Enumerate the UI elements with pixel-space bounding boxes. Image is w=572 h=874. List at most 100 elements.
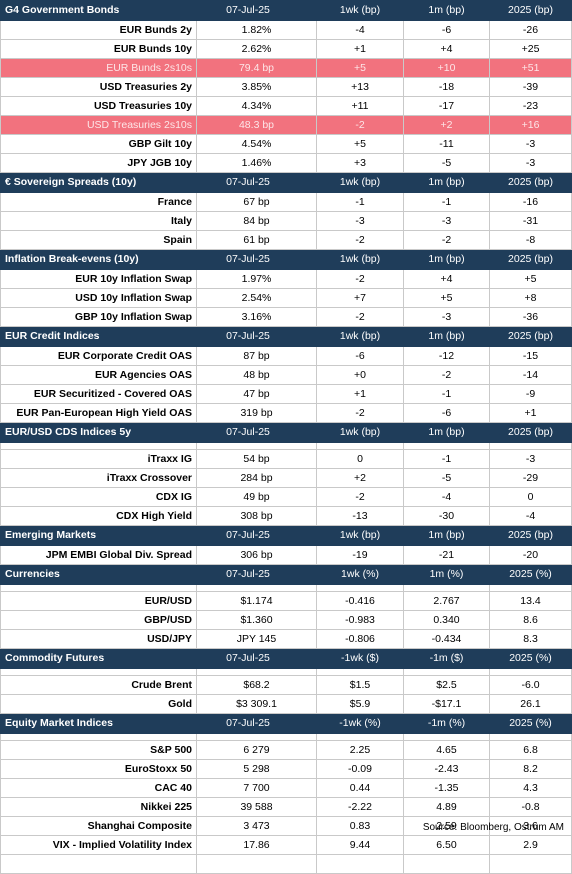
column-header: 2025 (bp) (489, 422, 572, 443)
column-header: 2025 (bp) (489, 326, 572, 347)
row-label: USD/JPY (0, 629, 197, 649)
value-cell: -29 (489, 468, 572, 488)
value-cell: +10 (403, 58, 490, 78)
value-cell: -17 (403, 96, 490, 116)
row-label: EUR Bunds 2s10s (0, 58, 197, 78)
section-header: Currencies 07-Jul-25 1wk (%) 1m (%) 2025 (%) (0, 564, 572, 585)
table-row: EUR Agencies OAS 48 bp +0 -2 -14 (0, 365, 572, 385)
row-label: GBP 10y Inflation Swap (0, 307, 197, 327)
value-cell: -2 (316, 403, 404, 423)
value-cell: 3 473 (196, 816, 317, 836)
table-row: GBP/USD $1.360 -0.983 0.340 8.6 (0, 610, 572, 630)
value-cell: -3 (489, 134, 572, 154)
value-cell: 87 bp (196, 346, 317, 366)
value-cell: +5 (489, 269, 572, 289)
section-header: G4 Government Bonds 07-Jul-25 1wk (bp) 1m (… (0, 0, 572, 21)
column-header: 07-Jul-25 (196, 422, 317, 443)
value-cell: -18 (403, 77, 490, 97)
value-cell: 4.65 (403, 740, 490, 760)
section-header: € Sovereign Spreads (10y) 07-Jul-25 1wk (b… (0, 172, 572, 193)
spacer-row (0, 584, 572, 592)
value-cell: 2.62% (196, 39, 317, 59)
spacer-cell (489, 733, 572, 741)
value-cell: -4 (316, 20, 404, 40)
value-cell: 2.25 (316, 740, 404, 760)
row-label: iTraxx Crossover (0, 468, 197, 488)
table-row: VIX - Implied Volatility Index 17.86 9.44 6… (0, 835, 572, 855)
value-cell: -20 (489, 545, 572, 565)
value-cell: -16 (489, 192, 572, 212)
table-row: EuroStoxx 50 5 298 -0.09 -2.43 8.2 (0, 759, 572, 779)
spacer-cell (489, 442, 572, 450)
table-row: USD 10y Inflation Swap 2.54% +7 +5 +8 (0, 288, 572, 308)
value-cell: -0.806 (316, 629, 404, 649)
value-cell: JPY 145 (196, 629, 317, 649)
value-cell: -15 (489, 346, 572, 366)
value-cell: +3 (316, 153, 404, 173)
column-header: 1m (bp) (403, 525, 490, 546)
spacer-cell (316, 733, 404, 741)
column-header: -1m ($) (403, 648, 490, 669)
value-cell: 13.4 (489, 591, 572, 611)
spacer-row (0, 668, 572, 676)
value-cell: $68.2 (196, 675, 317, 695)
value-cell: +7 (316, 288, 404, 308)
value-cell: 1.46% (196, 153, 317, 173)
value-cell: +1 (316, 39, 404, 59)
value-cell: -1 (403, 449, 490, 469)
value-cell: 8.6 (489, 610, 572, 630)
row-label: EUR Bunds 2y (0, 20, 197, 40)
section-header: Emerging Markets 07-Jul-25 1wk (bp) 1m (bp)… (0, 525, 572, 546)
value-cell: +0 (316, 365, 404, 385)
row-label: CDX IG (0, 487, 197, 507)
section-title: Equity Market Indices (0, 713, 197, 734)
column-header: 1wk (%) (316, 564, 404, 585)
value-cell: 9.44 (316, 835, 404, 855)
table-row: GBP 10y Inflation Swap 3.16% -2 -3 -36 (0, 307, 572, 327)
spacer-cell (0, 584, 197, 592)
column-header: 1m (bp) (403, 0, 490, 21)
value-cell: -$17.1 (403, 694, 490, 714)
spacer-row (0, 442, 572, 450)
spacer-cell (316, 584, 404, 592)
value-cell: 0.44 (316, 778, 404, 798)
value-cell: -30 (403, 506, 490, 526)
section-title: Inflation Break-evens (10y) (0, 249, 197, 270)
value-cell: 0.83 (316, 816, 404, 836)
value-cell: $1.360 (196, 610, 317, 630)
value-cell: +5 (316, 134, 404, 154)
table-row: GBP Gilt 10y 4.54% +5 -11 -3 (0, 134, 572, 154)
empty-cell (403, 854, 490, 874)
value-cell: 2.9 (489, 835, 572, 855)
row-label: Italy (0, 211, 197, 231)
value-cell: -39 (489, 77, 572, 97)
row-label: USD Treasuries 10y (0, 96, 197, 116)
table-row: Gold $3 309.1 $5.9 -$17.1 26.1 (0, 694, 572, 714)
column-header: -1wk (%) (316, 713, 404, 734)
row-label: JPM EMBI Global Div. Spread (0, 545, 197, 565)
value-cell: -3 (489, 449, 572, 469)
row-label: EUR Securitized - Covered OAS (0, 384, 197, 404)
value-cell: 3.85% (196, 77, 317, 97)
row-label: USD Treasuries 2y (0, 77, 197, 97)
table-row: Crude Brent $68.2 $1.5 $2.5 -6.0 (0, 675, 572, 695)
value-cell: 4.54% (196, 134, 317, 154)
value-cell: -2 (316, 230, 404, 250)
value-cell: 79.4 bp (196, 58, 317, 78)
empty-cell (0, 854, 197, 874)
value-cell: 3.16% (196, 307, 317, 327)
row-label: VIX - Implied Volatility Index (0, 835, 197, 855)
value-cell: 7 700 (196, 778, 317, 798)
value-cell: -3 (403, 211, 490, 231)
value-cell: -2 (316, 269, 404, 289)
row-label: GBP Gilt 10y (0, 134, 197, 154)
value-cell: $1.5 (316, 675, 404, 695)
value-cell: -0.416 (316, 591, 404, 611)
value-cell: -14 (489, 365, 572, 385)
row-label: France (0, 192, 197, 212)
table-row: EUR/USD $1.174 -0.416 2.767 13.4 (0, 591, 572, 611)
column-header: 2025 (%) (489, 713, 572, 734)
row-label: CDX High Yield (0, 506, 197, 526)
value-cell: +4 (403, 269, 490, 289)
table-row: EUR Bunds 2y 1.82% -4 -6 -26 (0, 20, 572, 40)
